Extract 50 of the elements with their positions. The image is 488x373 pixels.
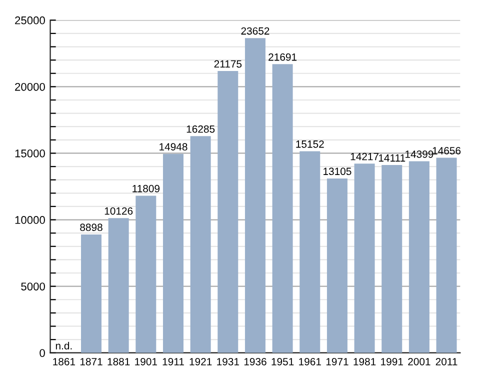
y-tick-label: 0	[40, 349, 45, 357]
data-label: 14656	[432, 147, 461, 154]
bar	[408, 161, 430, 353]
x-tick-label: 1951	[272, 358, 294, 366]
bar	[162, 154, 184, 353]
data-label: 21691	[268, 53, 297, 61]
x-tick-label: 1901	[135, 358, 157, 366]
bar	[354, 164, 375, 353]
bar	[326, 178, 348, 353]
y-tick-label: 5000	[21, 282, 45, 290]
x-tick-label: 2001	[408, 358, 430, 366]
y-tick-label: 10000	[15, 216, 45, 224]
x-tick-label: 1881	[108, 358, 130, 366]
data-label: 14217	[350, 152, 378, 160]
data-label: 23652	[241, 27, 270, 35]
data-label: 8898	[80, 224, 102, 232]
data-label: 16285	[186, 125, 215, 133]
x-tick-label: 1921	[190, 358, 212, 366]
y-tick-label: 20000	[15, 82, 45, 91]
data-label: 14399	[406, 150, 434, 158]
data-label: 15152	[296, 140, 324, 148]
x-tick-label: 1991	[381, 358, 403, 366]
x-tick-label: 1936	[244, 358, 266, 366]
data-label: 10126	[104, 207, 133, 215]
x-tick-label: 1861	[53, 358, 76, 366]
data-label: 14948	[160, 143, 188, 151]
bar	[190, 136, 211, 353]
data-label: 11809	[132, 184, 160, 192]
bar	[81, 234, 102, 353]
x-tick-label: 1971	[326, 358, 348, 366]
x-tick-label: 1931	[217, 358, 239, 366]
x-tick-label: 1911	[162, 358, 184, 366]
bar	[300, 151, 320, 353]
data-label: 21175	[214, 60, 242, 68]
bar	[218, 71, 238, 353]
data-label: 13105	[324, 168, 352, 176]
x-tick-label: 1981	[354, 358, 376, 366]
y-tick-label: 25000	[15, 16, 45, 24]
bar	[244, 38, 266, 353]
text: n.d.	[56, 342, 72, 350]
x-tick-label: 2011	[436, 358, 458, 366]
bar	[382, 165, 402, 353]
bar	[272, 64, 293, 353]
bar	[108, 218, 129, 353]
data-label: 14111	[378, 154, 406, 162]
x-tick-label: 1871	[80, 358, 102, 366]
y-tick-label: 15000	[15, 149, 45, 158]
x-tick-label: 1961	[299, 358, 321, 366]
bar	[136, 196, 156, 353]
bar	[436, 158, 457, 353]
